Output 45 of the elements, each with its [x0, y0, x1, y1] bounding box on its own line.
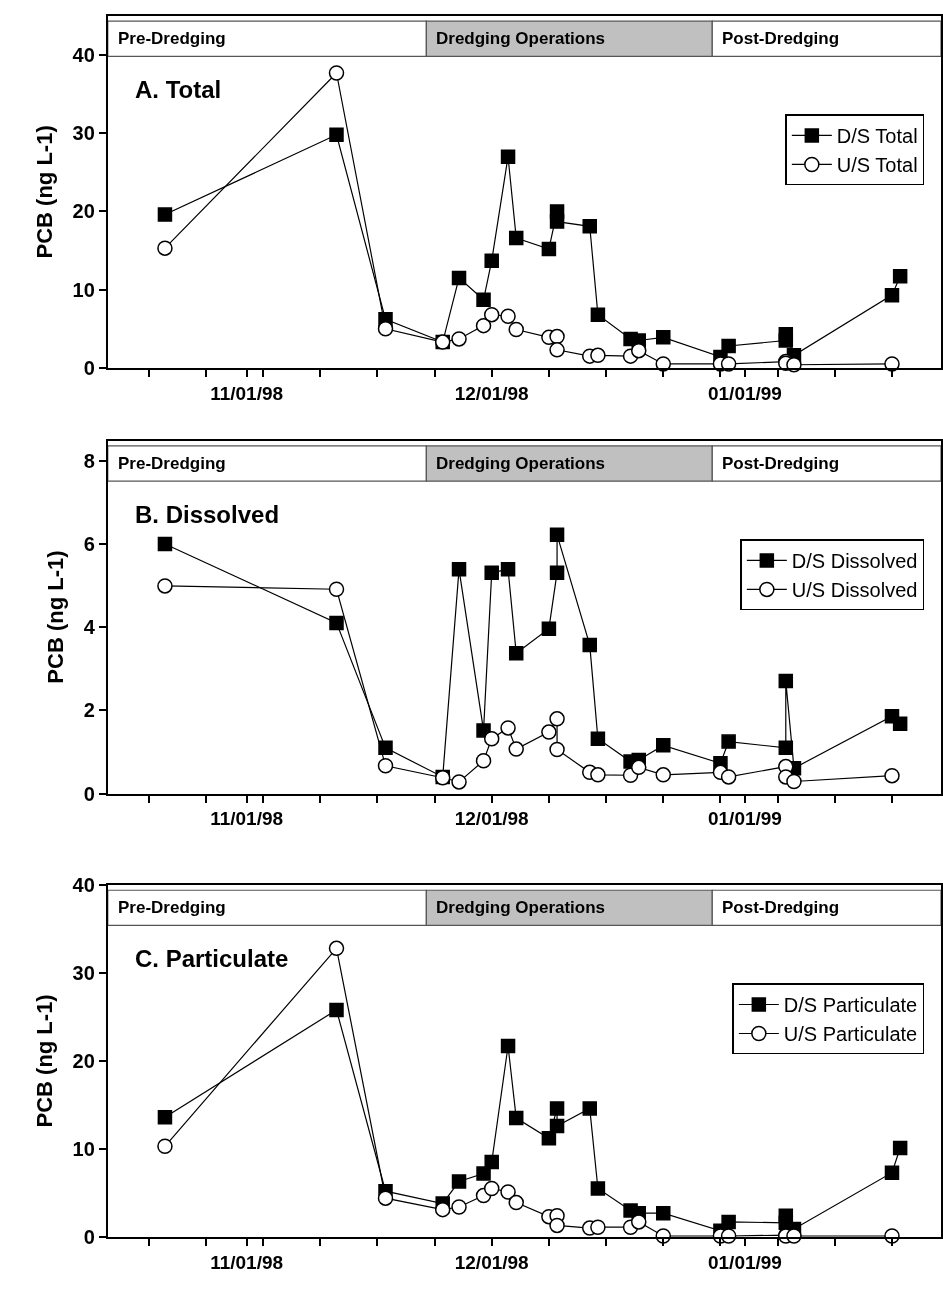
y-tick-label: 0 [83, 1225, 95, 1248]
text: B. Dissolved [135, 501, 280, 528]
x-tick-label: 01/01/99 [707, 808, 782, 830]
band-label: Post-Dredging [722, 29, 840, 48]
x-tick-label: 11/01/98 [210, 382, 284, 404]
y-axis-title: PCB (ng L-1) [31, 125, 57, 259]
band-label: Pre-Dredging [118, 898, 226, 917]
band-label: Post-Dredging [722, 454, 840, 473]
y-tick-label: 20 [72, 200, 95, 223]
x-tick-label: 11/01/98 [210, 1251, 284, 1273]
y-tick-label: 40 [72, 873, 95, 896]
legend-label: U/S Total [836, 154, 918, 177]
y-tick-label: 20 [72, 1049, 95, 1072]
y-tick-label: 40 [72, 44, 95, 67]
x-tick-label: 01/01/99 [707, 1251, 782, 1273]
legend-label: D/S Total [836, 125, 918, 148]
text: A. Total [135, 76, 222, 103]
band-label: Dredging Operations [436, 898, 606, 917]
band-label: Pre-Dredging [118, 454, 226, 473]
x-tick-label: 11/01/98 [210, 808, 284, 830]
y-axis-title: PCB (ng L-1) [42, 550, 68, 684]
y-tick-label: 30 [72, 122, 95, 145]
band-label: Dredging Operations [436, 29, 606, 48]
band-label: Post-Dredging [722, 898, 840, 917]
x-tick-label: 12/01/98 [454, 1251, 529, 1273]
legend-label: D/S Dissolved [791, 550, 918, 573]
band-label: Pre-Dredging [118, 29, 226, 48]
x-tick-label: 12/01/98 [454, 382, 529, 404]
x-tick-label: 01/01/99 [707, 382, 782, 404]
band-label: Dredging Operations [436, 454, 606, 473]
y-tick-label: 6 [83, 533, 95, 556]
y-tick-label: 10 [72, 1137, 95, 1160]
y-tick-label: 2 [83, 699, 95, 722]
text: C. Particulate [135, 945, 289, 972]
y-tick-label: 0 [83, 356, 95, 379]
y-tick-label: 8 [83, 450, 95, 473]
y-axis-title: PCB (ng L-1) [31, 994, 57, 1128]
x-tick-label: 12/01/98 [454, 808, 529, 830]
y-tick-label: 0 [83, 782, 95, 805]
legend-label: D/S Particulate [783, 994, 918, 1017]
y-tick-label: 30 [72, 961, 95, 984]
y-tick-label: 10 [72, 278, 95, 301]
legend-label: U/S Particulate [783, 1023, 918, 1046]
legend-label: U/S Dissolved [791, 579, 918, 602]
y-tick-label: 4 [83, 616, 96, 639]
